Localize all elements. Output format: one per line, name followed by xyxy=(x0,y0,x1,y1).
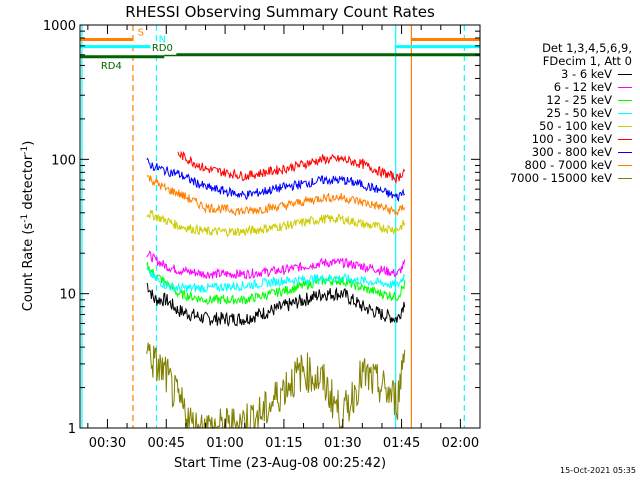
legend-entry: 7000 - 15000 keV xyxy=(496,172,632,185)
x-tick-label: 02:00 xyxy=(442,436,479,451)
legend-header-line-1: Det 1,3,4,5,6,9, xyxy=(542,41,632,55)
legend-entry: 100 - 300 keV xyxy=(496,133,632,146)
legend-entry: 3 - 6 keV xyxy=(496,68,632,81)
x-tick-label: 00:30 xyxy=(89,436,126,451)
series-line xyxy=(177,150,406,184)
legend-entry: 300 - 800 keV xyxy=(496,146,632,159)
y-axis-label: Count Rate (s-1 detector-1) xyxy=(20,141,36,312)
legend-swatch xyxy=(618,178,632,179)
legend-swatch xyxy=(618,87,632,88)
legend: Det 1,3,4,5,6,9, FDecim 1, Att 0 3 - 6 k… xyxy=(496,42,632,185)
series-line xyxy=(146,174,406,217)
series-line xyxy=(146,282,406,328)
legend-entry-label: 7000 - 15000 keV xyxy=(509,171,612,185)
series-line xyxy=(146,210,406,238)
y-tick-label: 10 xyxy=(59,288,76,303)
legend-swatch xyxy=(618,74,632,75)
flag-label-rd4: RD4 xyxy=(101,61,122,72)
legend-entry-label: 800 - 7000 keV xyxy=(524,158,612,172)
legend-entry-label: 300 - 800 keV xyxy=(531,145,612,159)
legend-header-line-2: FDecim 1, Att 0 xyxy=(542,54,632,68)
flag-label-n: N xyxy=(159,35,166,46)
y-tick-label: 100 xyxy=(51,153,76,168)
series-line xyxy=(146,157,406,203)
flag-label-s: S xyxy=(138,27,144,38)
legend-swatch xyxy=(618,113,632,114)
legend-entry-label: 3 - 6 keV xyxy=(561,67,612,81)
legend-entry-label: 50 - 100 keV xyxy=(539,119,612,133)
y-tick-label: 1 xyxy=(68,422,76,437)
x-axis: 00:30 00:45 01:00 01:15 01:30 01:45 02:00 xyxy=(87,25,481,451)
legend-swatch xyxy=(618,100,632,101)
chart-title: RHESSI Observing Summary Count Rates xyxy=(125,3,435,21)
legend-entry: 6 - 12 keV xyxy=(496,81,632,94)
x-tick-label: 01:00 xyxy=(206,436,243,451)
x-tick-label: 01:45 xyxy=(383,436,420,451)
x-tick-label: 01:30 xyxy=(324,436,361,451)
legend-entry-label: 6 - 12 keV xyxy=(553,80,612,94)
x-tick-label: 01:15 xyxy=(265,436,302,451)
flag-label-rd0: RD0 xyxy=(152,43,173,54)
legend-swatch xyxy=(618,126,632,127)
legend-entry: 12 - 25 keV xyxy=(496,94,632,107)
legend-entry: 50 - 100 keV xyxy=(496,120,632,133)
y-tick-label: 1000 xyxy=(43,19,76,34)
legend-entry: 800 - 7000 keV xyxy=(496,159,632,172)
legend-entry: 25 - 50 keV xyxy=(496,107,632,120)
legend-entry-label: 100 - 300 keV xyxy=(531,132,612,146)
timestamp: 15-Oct-2021 05:35 xyxy=(560,466,636,475)
series-line xyxy=(146,342,406,430)
series-line xyxy=(146,267,406,293)
plot-frame xyxy=(79,24,481,429)
series-line xyxy=(146,261,406,306)
legend-swatch xyxy=(618,139,632,140)
legend-entry-label: 25 - 50 keV xyxy=(546,106,612,120)
flag-label-bg xyxy=(150,44,177,55)
series-line xyxy=(146,250,406,280)
legend-swatch xyxy=(618,152,632,153)
legend-entries: 3 - 6 keV 6 - 12 keV 12 - 25 keV 25 - 50 ke… xyxy=(496,68,632,185)
legend-entry-label: 12 - 25 keV xyxy=(546,93,612,107)
legend-swatch xyxy=(618,165,632,166)
x-axis-label: Start Time (23-Aug-08 00:25:42) xyxy=(174,456,386,471)
x-tick-label: 00:45 xyxy=(148,436,185,451)
y-axis: 1 10 100 1000 xyxy=(43,19,480,437)
